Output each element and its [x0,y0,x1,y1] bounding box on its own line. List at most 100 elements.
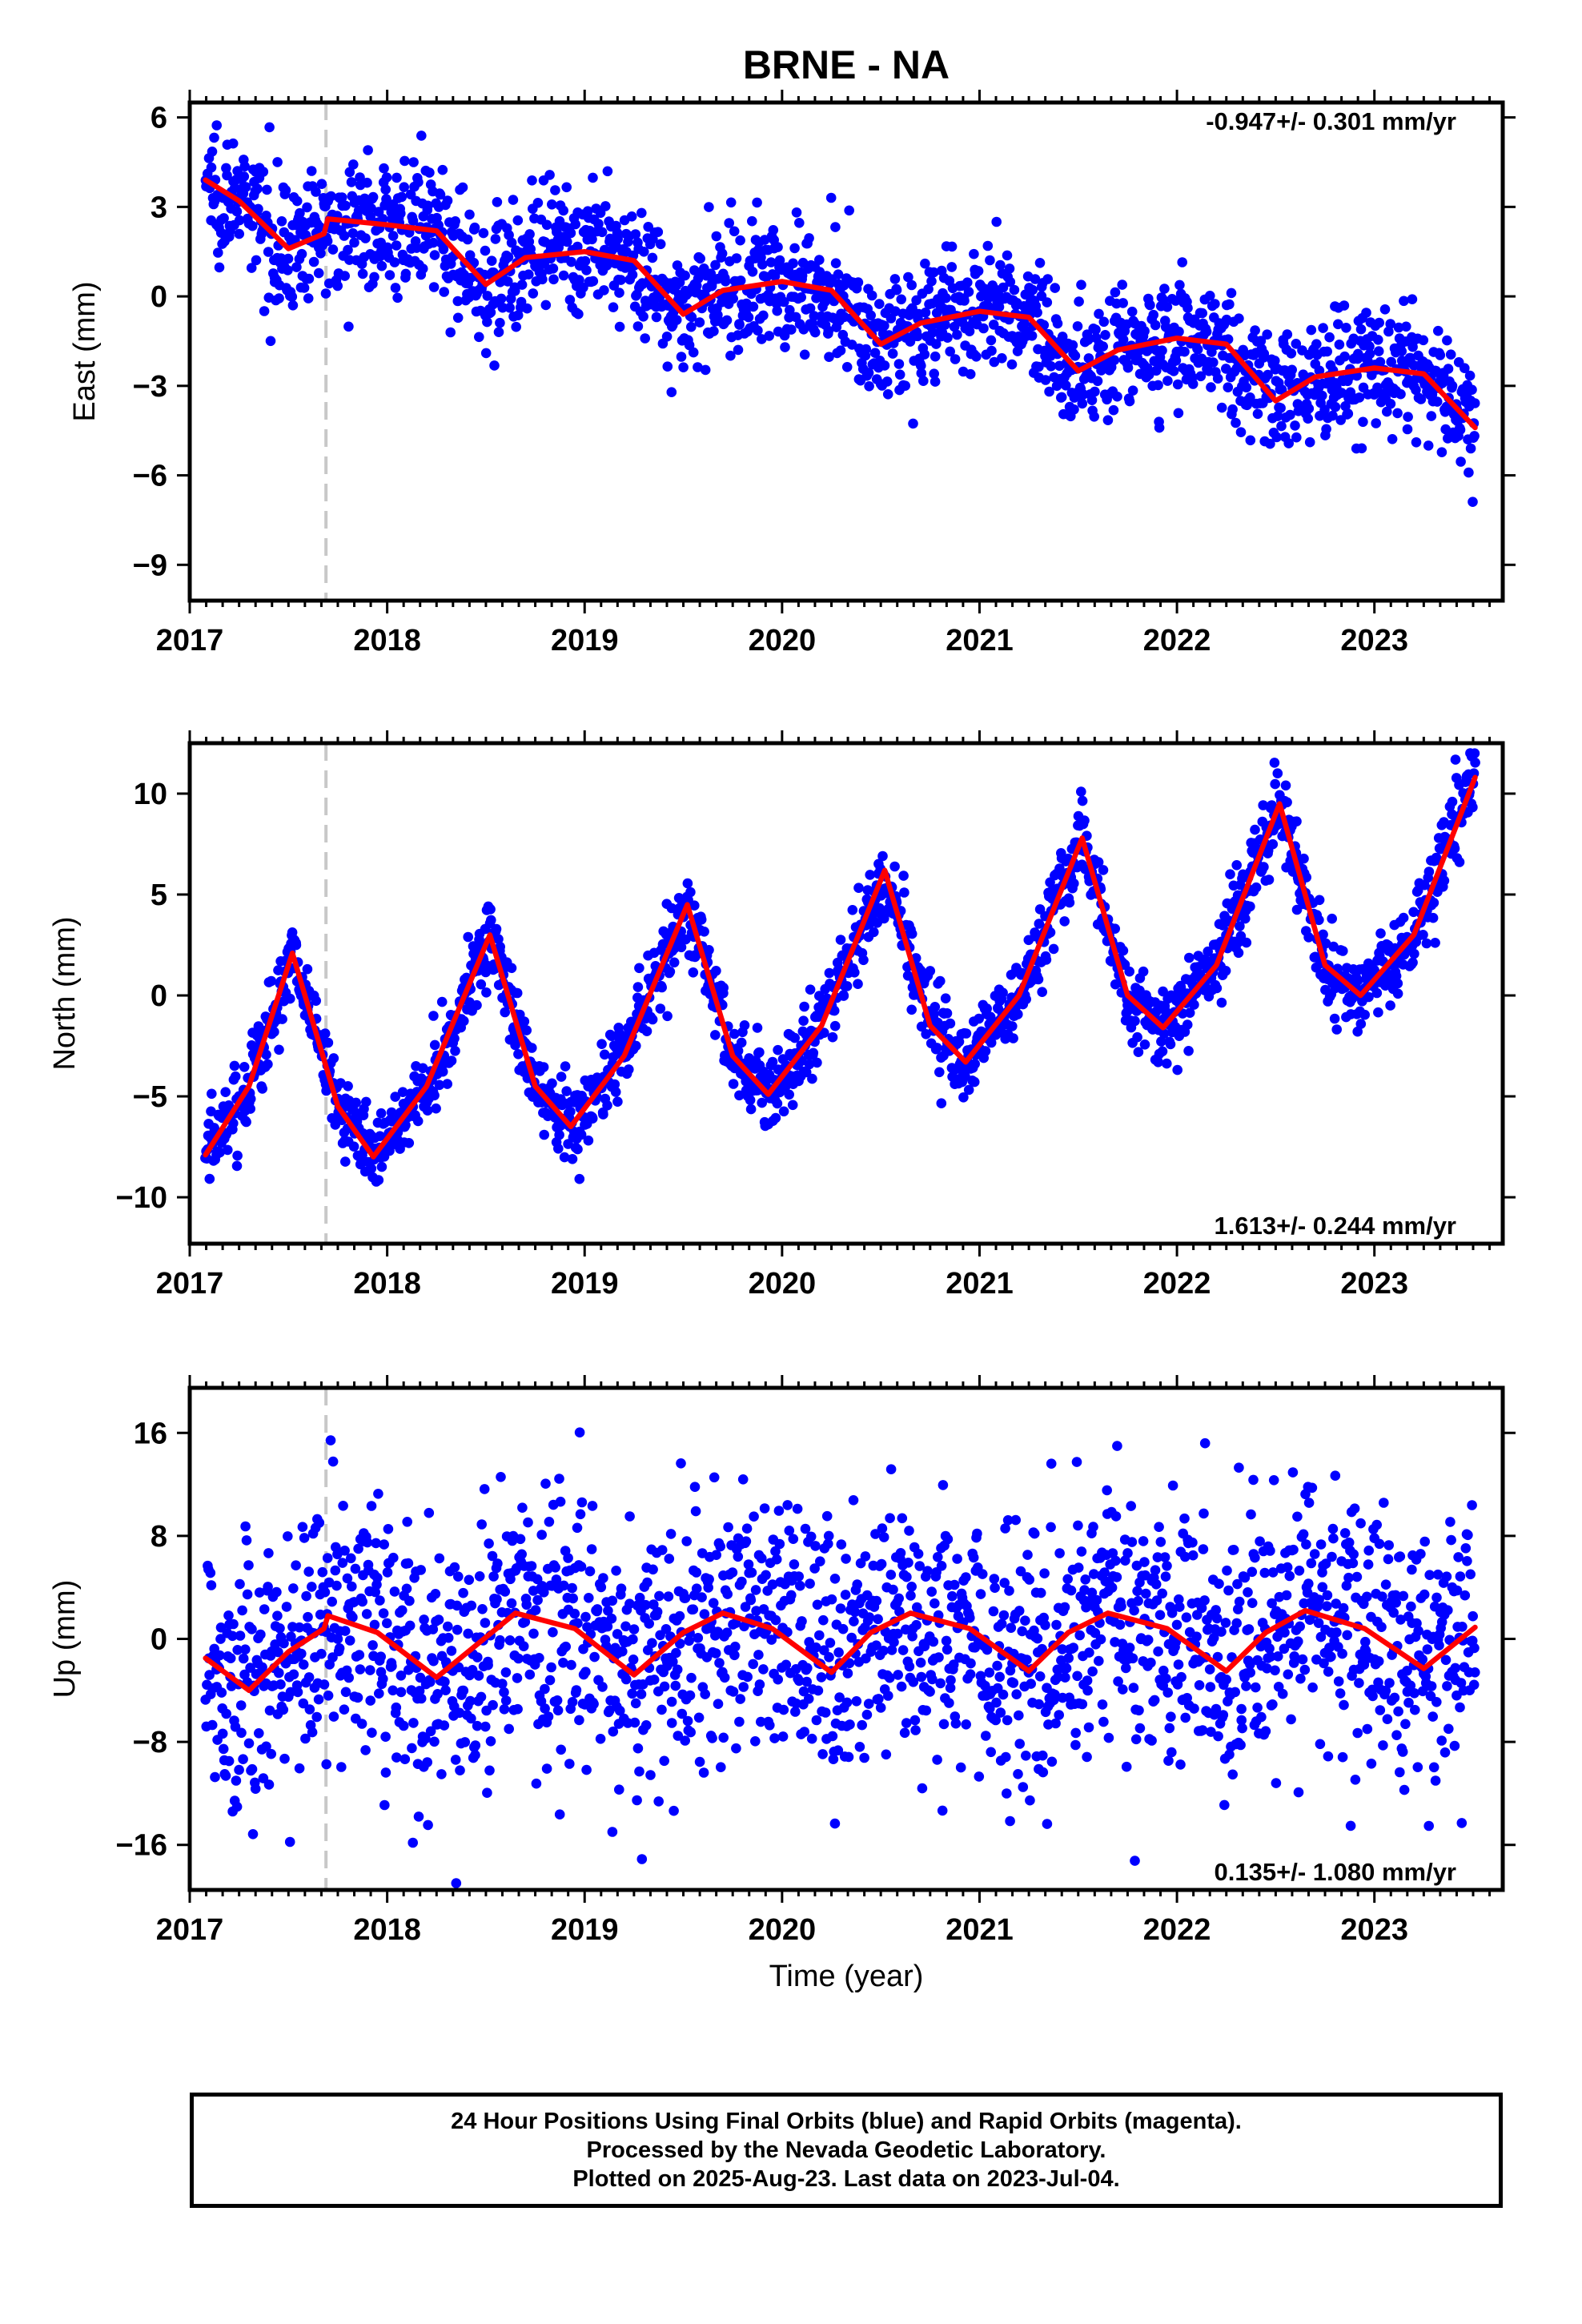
east-data-point [544,170,555,180]
east-data-point [1411,384,1421,396]
east-data-point [1145,300,1155,311]
up-data-point [425,1677,436,1687]
east-data-point [1122,362,1134,373]
east-data-point [1447,380,1458,392]
east-data-point [275,253,287,263]
up-data-point [596,1582,607,1593]
up-data-point [298,1698,309,1709]
east-data-point [725,350,736,361]
east-data-point [1465,443,1476,454]
up-data-point [389,1586,400,1597]
east-data-point [380,184,391,195]
up-data-point [218,1743,229,1755]
up-data-point [237,1605,247,1616]
east-data-point [805,303,816,314]
east-data-point [264,122,275,133]
north-data-point [429,1039,440,1051]
east-data-point [1221,364,1231,374]
up-data-point [452,1624,463,1635]
east-data-point [1223,382,1234,393]
north-data-point [223,1144,233,1156]
east-data-point [632,321,644,332]
east-data-point [602,166,613,177]
north-y-axis-label: North (mm) [48,916,82,1070]
north-data-point [1454,857,1465,867]
up-data-point [443,1621,453,1632]
east-data-point [581,265,592,275]
up-data-point [495,1634,505,1646]
east-data-point [276,216,287,227]
east-data-point [1286,348,1297,359]
east-data-point [1291,339,1302,349]
east-data-point [662,361,673,372]
up-data-point [379,1539,390,1550]
east-data-point [882,389,893,400]
up-data-point [319,1679,330,1690]
east-data-point [747,267,758,277]
east-data-point [1082,335,1094,345]
north-points [200,748,1480,1187]
up-data-point [303,1566,315,1577]
up-data-point [607,1595,618,1606]
east-data-point [336,192,347,203]
up-data-point [356,1719,367,1729]
north-data-point [459,1015,469,1027]
up-data-point [430,1589,441,1599]
north-data-point [1165,1039,1176,1050]
east-data-point [893,359,905,369]
north-data-point [261,1049,271,1060]
east-data-point [1245,435,1256,446]
up-data-point [321,1759,332,1770]
east-data-point [916,368,927,379]
up-data-point [378,1608,389,1618]
east-data-point [428,237,439,248]
east-data-point [809,311,820,321]
east-data-point [1126,306,1138,317]
up-data-point [375,1651,387,1662]
east-data-point [1070,351,1081,361]
north-data-point [506,963,517,974]
north-data-point [1250,824,1260,835]
east-data-point [512,215,524,226]
east-data-point [587,234,597,245]
east-data-point [747,215,757,227]
east-data-point [558,270,569,281]
east-data-point [464,209,475,220]
up-data-point [327,1456,339,1467]
north-data-point [1272,768,1283,778]
up-data-point [693,1712,705,1723]
east-data-point [547,199,557,210]
north-data-point [245,1104,256,1114]
north-rate-label: 1.613+/- 0.244 mm/yr [1215,1212,1456,1240]
north-fit-curve [203,774,1478,1160]
east-data-point [1057,332,1068,342]
east-data-point [920,308,931,318]
east-data-point [349,237,359,248]
north-data-point [770,1112,781,1124]
east-data-point [1276,420,1287,432]
east-data-point [973,266,984,276]
north-data-point [1392,978,1403,989]
north-data-point [849,967,860,978]
up-data-point [735,1694,745,1704]
north-data-point [375,1131,385,1141]
north-data-point [798,1015,809,1026]
north-data-point [428,1011,439,1021]
north-data-point [824,967,835,979]
east-data-point [1445,349,1456,360]
up-data-point [676,1458,686,1469]
east-data-point [916,360,926,371]
north-data-point [1280,780,1291,791]
north-data-point [1041,955,1052,965]
north-data-point [685,887,696,898]
up-data-point [465,1695,476,1707]
east-y-tick-label: −6 [133,460,167,493]
north-data-point [1241,937,1252,948]
up-data-point [470,1750,480,1760]
north-data-point [655,1003,666,1014]
east-data-point [1118,334,1129,345]
east-data-point [1385,399,1396,409]
east-data-point [1052,318,1063,329]
east-data-point [1112,391,1122,402]
north-data-point [1184,952,1195,963]
